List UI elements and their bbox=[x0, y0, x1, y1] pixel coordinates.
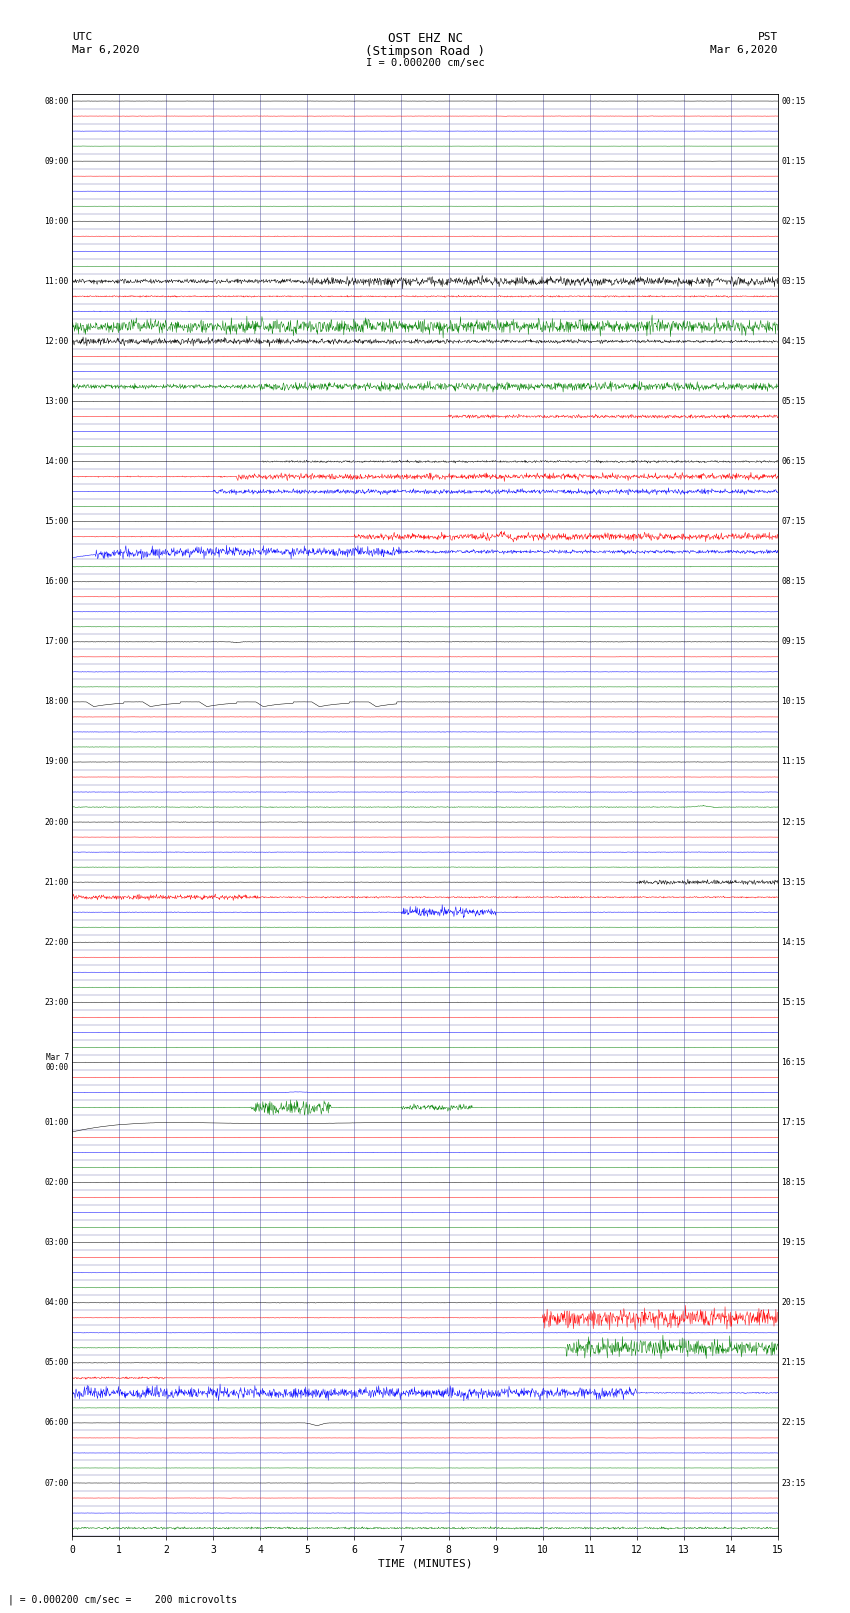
Text: 13:00: 13:00 bbox=[44, 397, 69, 406]
Text: 20:15: 20:15 bbox=[781, 1298, 806, 1307]
Text: 02:15: 02:15 bbox=[781, 216, 806, 226]
Text: 03:00: 03:00 bbox=[44, 1239, 69, 1247]
Text: PST: PST bbox=[757, 32, 778, 42]
Text: 01:00: 01:00 bbox=[44, 1118, 69, 1127]
Text: 07:15: 07:15 bbox=[781, 518, 806, 526]
Text: | = 0.000200 cm/sec =    200 microvolts: | = 0.000200 cm/sec = 200 microvolts bbox=[8, 1594, 238, 1605]
Text: Mar 6,2020: Mar 6,2020 bbox=[72, 45, 139, 55]
Text: Mar 7
00:00: Mar 7 00:00 bbox=[46, 1053, 69, 1071]
Text: 22:15: 22:15 bbox=[781, 1418, 806, 1428]
Text: 17:00: 17:00 bbox=[44, 637, 69, 647]
Text: (Stimpson Road ): (Stimpson Road ) bbox=[365, 45, 485, 58]
Text: 14:15: 14:15 bbox=[781, 937, 806, 947]
Text: 04:15: 04:15 bbox=[781, 337, 806, 345]
Text: 21:00: 21:00 bbox=[44, 877, 69, 887]
Text: 14:00: 14:00 bbox=[44, 456, 69, 466]
Text: 11:00: 11:00 bbox=[44, 277, 69, 286]
Text: UTC: UTC bbox=[72, 32, 93, 42]
Text: 18:00: 18:00 bbox=[44, 697, 69, 706]
Text: 09:15: 09:15 bbox=[781, 637, 806, 647]
Text: 06:15: 06:15 bbox=[781, 456, 806, 466]
Text: 22:00: 22:00 bbox=[44, 937, 69, 947]
Text: 16:15: 16:15 bbox=[781, 1058, 806, 1066]
Text: 16:00: 16:00 bbox=[44, 577, 69, 586]
Text: 08:00: 08:00 bbox=[44, 97, 69, 105]
Text: 12:00: 12:00 bbox=[44, 337, 69, 345]
Text: 01:15: 01:15 bbox=[781, 156, 806, 166]
Text: Mar 6,2020: Mar 6,2020 bbox=[711, 45, 778, 55]
X-axis label: TIME (MINUTES): TIME (MINUTES) bbox=[377, 1558, 473, 1569]
Text: 17:15: 17:15 bbox=[781, 1118, 806, 1127]
Text: 08:15: 08:15 bbox=[781, 577, 806, 586]
Text: 10:15: 10:15 bbox=[781, 697, 806, 706]
Text: 20:00: 20:00 bbox=[44, 818, 69, 826]
Text: 07:00: 07:00 bbox=[44, 1479, 69, 1487]
Text: 05:15: 05:15 bbox=[781, 397, 806, 406]
Text: 03:15: 03:15 bbox=[781, 277, 806, 286]
Text: 23:00: 23:00 bbox=[44, 998, 69, 1007]
Text: 00:15: 00:15 bbox=[781, 97, 806, 105]
Text: 09:00: 09:00 bbox=[44, 156, 69, 166]
Text: 18:15: 18:15 bbox=[781, 1177, 806, 1187]
Text: 15:00: 15:00 bbox=[44, 518, 69, 526]
Text: 11:15: 11:15 bbox=[781, 758, 806, 766]
Text: 12:15: 12:15 bbox=[781, 818, 806, 826]
Text: 19:00: 19:00 bbox=[44, 758, 69, 766]
Text: 06:00: 06:00 bbox=[44, 1418, 69, 1428]
Text: 10:00: 10:00 bbox=[44, 216, 69, 226]
Text: 19:15: 19:15 bbox=[781, 1239, 806, 1247]
Text: 13:15: 13:15 bbox=[781, 877, 806, 887]
Text: 15:15: 15:15 bbox=[781, 998, 806, 1007]
Text: 05:00: 05:00 bbox=[44, 1358, 69, 1368]
Text: OST EHZ NC: OST EHZ NC bbox=[388, 32, 462, 45]
Text: I = 0.000200 cm/sec: I = 0.000200 cm/sec bbox=[366, 58, 484, 68]
Text: 23:15: 23:15 bbox=[781, 1479, 806, 1487]
Text: 04:00: 04:00 bbox=[44, 1298, 69, 1307]
Text: 21:15: 21:15 bbox=[781, 1358, 806, 1368]
Text: 02:00: 02:00 bbox=[44, 1177, 69, 1187]
